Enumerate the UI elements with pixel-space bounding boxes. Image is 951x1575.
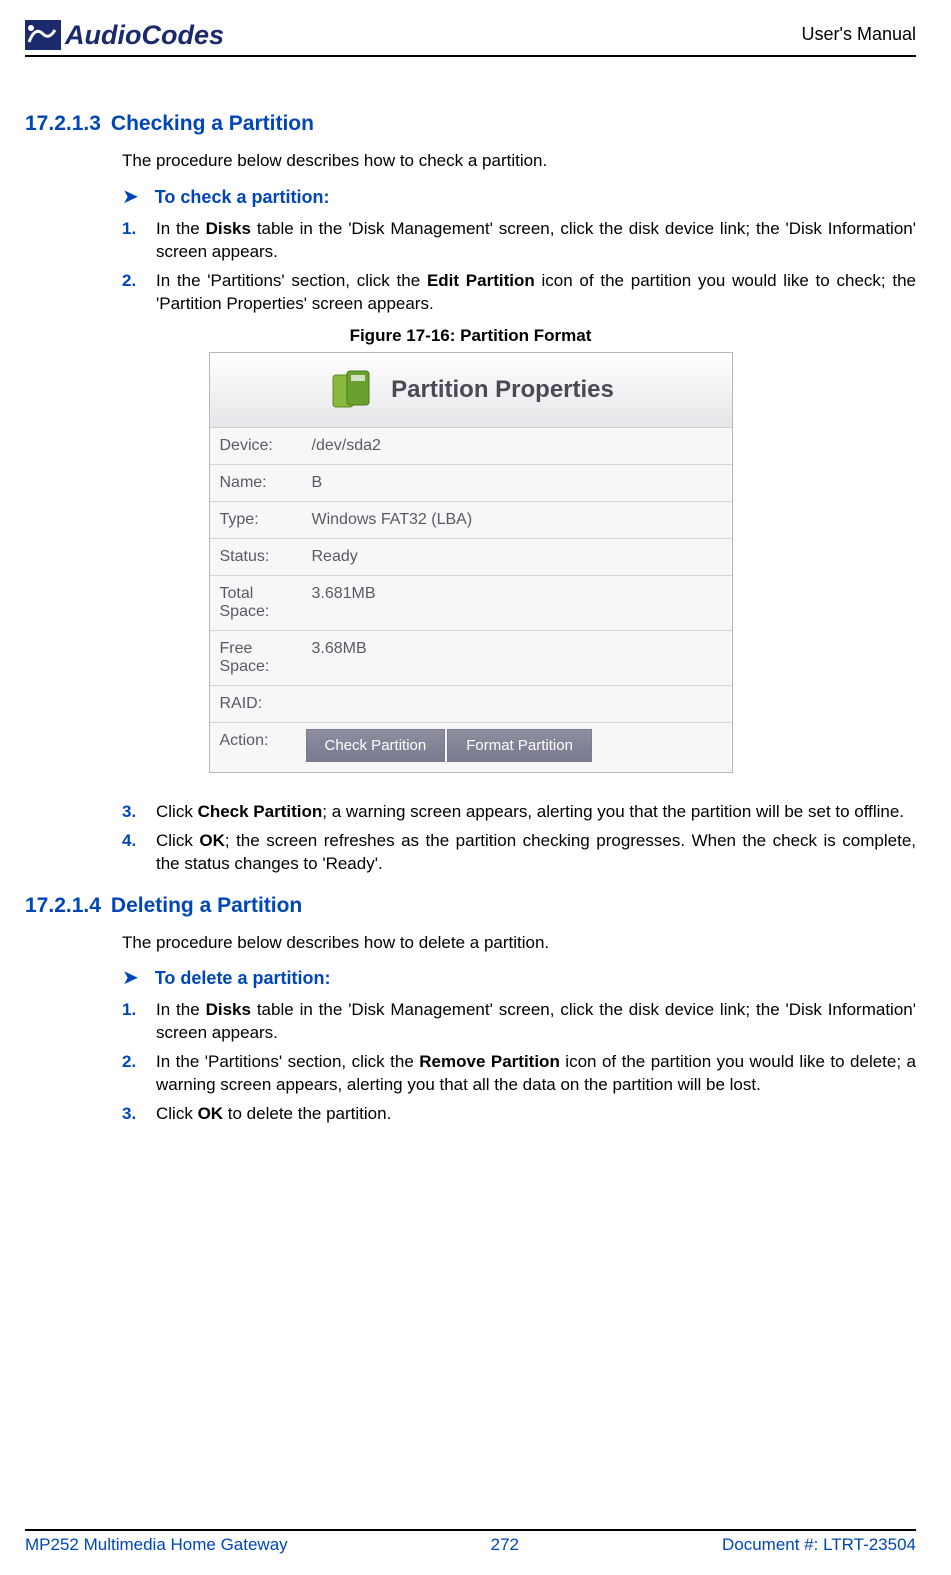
footer-page-number: 272 [288, 1535, 722, 1555]
section-heading-checking: 17.2.1.3 Checking a Partition [25, 112, 916, 136]
step-item: 2. In the 'Partitions' section, click th… [122, 1051, 916, 1097]
procedure-title: To check a partition: [155, 187, 330, 208]
section-number: 17.2.1.4 [25, 894, 101, 917]
prop-value-status: Ready [302, 538, 732, 575]
prop-value: /dev/sda2 [302, 428, 732, 465]
partition-icon [327, 365, 377, 415]
section-number: 17.2.1.3 [25, 112, 101, 135]
arrow-icon: ➤ [122, 187, 139, 207]
figure-partition-properties: Partition Properties Device:/dev/sda2 Na… [25, 352, 916, 773]
page-header: AudioCodes User's Manual [25, 20, 916, 57]
page-footer: MP252 Multimedia Home Gateway 272 Docume… [25, 1529, 916, 1555]
panel-header: Partition Properties [210, 353, 732, 428]
prop-value: B [302, 464, 732, 501]
step-item: 1. In the Disks table in the 'Disk Manag… [122, 218, 916, 264]
section-intro: The procedure below describes how to che… [122, 150, 916, 173]
partition-properties-panel: Partition Properties Device:/dev/sda2 Na… [209, 352, 733, 773]
logo-icon [25, 20, 61, 50]
steps-list-1: 1. In the Disks table in the 'Disk Manag… [122, 218, 916, 316]
step-number: 4. [122, 830, 156, 876]
step-number: 1. [122, 999, 156, 1045]
brand-text: AudioCodes [65, 20, 224, 51]
prop-label: Type: [210, 501, 302, 538]
prop-label: Total Space: [210, 575, 302, 630]
steps-list-3: 1. In the Disks table in the 'Disk Manag… [122, 999, 916, 1126]
section-heading-deleting: 17.2.1.4 Deleting a Partition [25, 894, 916, 918]
step-text: In the Disks table in the 'Disk Manageme… [156, 218, 916, 264]
prop-label: Device: [210, 428, 302, 465]
step-text: In the Disks table in the 'Disk Manageme… [156, 999, 916, 1045]
step-item: 4. Click OK; the screen refreshes as the… [122, 830, 916, 876]
brand-logo: AudioCodes [25, 20, 224, 51]
format-partition-button[interactable]: Format Partition [447, 729, 592, 762]
steps-list-2: 3. Click Check Partition; a warning scre… [122, 801, 916, 876]
prop-value: 3.68MB [302, 630, 732, 685]
prop-value [302, 685, 732, 722]
figure-caption: Figure 17-16: Partition Format [25, 326, 916, 346]
step-item: 1. In the Disks table in the 'Disk Manag… [122, 999, 916, 1045]
step-item: 2. In the 'Partitions' section, click th… [122, 270, 916, 316]
step-text: Click OK; the screen refreshes as the pa… [156, 830, 916, 876]
action-cell: Check PartitionFormat Partition [302, 722, 732, 772]
step-number: 3. [122, 801, 156, 824]
section-title: Deleting a Partition [111, 894, 302, 917]
procedure-title: To delete a partition: [155, 968, 331, 989]
footer-left: MP252 Multimedia Home Gateway [25, 1535, 288, 1555]
panel-title-text: Partition Properties [391, 376, 614, 404]
step-number: 2. [122, 1051, 156, 1097]
step-text: In the 'Partitions' section, click the R… [156, 1051, 916, 1097]
step-text: Click OK to delete the partition. [156, 1103, 916, 1126]
header-right-text: User's Manual [802, 24, 916, 45]
prop-label: RAID: [210, 685, 302, 722]
step-number: 1. [122, 218, 156, 264]
procedure-heading: ➤ To check a partition: [122, 187, 916, 208]
prop-value: 3.681MB [302, 575, 732, 630]
section-intro: The procedure below describes how to del… [122, 932, 916, 955]
procedure-heading: ➤ To delete a partition: [122, 968, 916, 989]
step-text: Click Check Partition; a warning screen … [156, 801, 916, 824]
step-number: 3. [122, 1103, 156, 1126]
prop-label: Action: [210, 722, 302, 772]
prop-label: Status: [210, 538, 302, 575]
prop-label: Free Space: [210, 630, 302, 685]
check-partition-button[interactable]: Check Partition [306, 729, 446, 762]
step-item: 3. Click OK to delete the partition. [122, 1103, 916, 1126]
step-item: 3. Click Check Partition; a warning scre… [122, 801, 916, 824]
properties-table: Device:/dev/sda2 Name:B Type:Windows FAT… [210, 428, 732, 772]
footer-right: Document #: LTRT-23504 [722, 1535, 916, 1555]
arrow-icon: ➤ [122, 968, 139, 988]
step-text: In the 'Partitions' section, click the E… [156, 270, 916, 316]
step-number: 2. [122, 270, 156, 316]
prop-value: Windows FAT32 (LBA) [302, 501, 732, 538]
prop-label: Name: [210, 464, 302, 501]
section-title: Checking a Partition [111, 112, 314, 135]
